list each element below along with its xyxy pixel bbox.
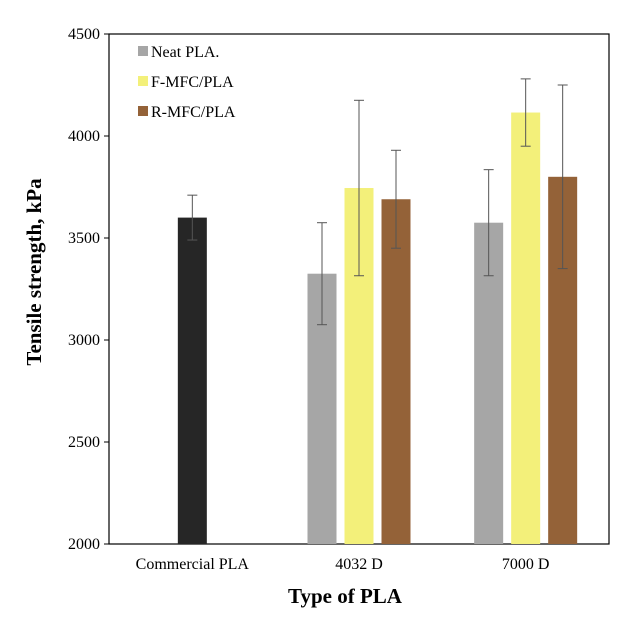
y-tick-label: 2000 [68, 536, 100, 553]
y-tick-label: 4000 [68, 128, 100, 145]
bar-f-mfc-pla [511, 112, 541, 544]
x-tick-label: 7000 D [502, 556, 550, 573]
y-tick-label: 3500 [68, 230, 100, 247]
legend-label: Neat PLA. [151, 44, 219, 61]
y-tick-label: 4500 [68, 26, 100, 43]
legend-swatch [138, 46, 148, 56]
legend: Neat PLA. F-MFC/PLA R-MFC/PLA [138, 44, 236, 121]
x-axis-ticks: Commercial PLA 4032 D 7000 D [136, 556, 550, 573]
y-tick-label: 2500 [68, 434, 100, 451]
y-axis-ticks: 2000 2500 3000 3500 4000 4500 [68, 26, 109, 553]
legend-swatch [138, 76, 148, 86]
legend-swatch [138, 106, 148, 116]
x-tick-label: Commercial PLA [136, 556, 250, 573]
legend-label: R-MFC/PLA [151, 104, 236, 121]
y-tick-label: 3000 [68, 332, 100, 349]
x-axis-title: Type of PLA [288, 584, 403, 608]
x-tick-label: 4032 D [335, 556, 383, 573]
y-axis-title: Tensile strength, kPa [22, 178, 46, 366]
bar-commercial-pla [177, 217, 207, 544]
error-bars-group [187, 78, 568, 326]
legend-label: F-MFC/PLA [151, 74, 234, 91]
bar-neat-pla [474, 222, 504, 544]
bar-r-mfc-pla [381, 199, 411, 545]
